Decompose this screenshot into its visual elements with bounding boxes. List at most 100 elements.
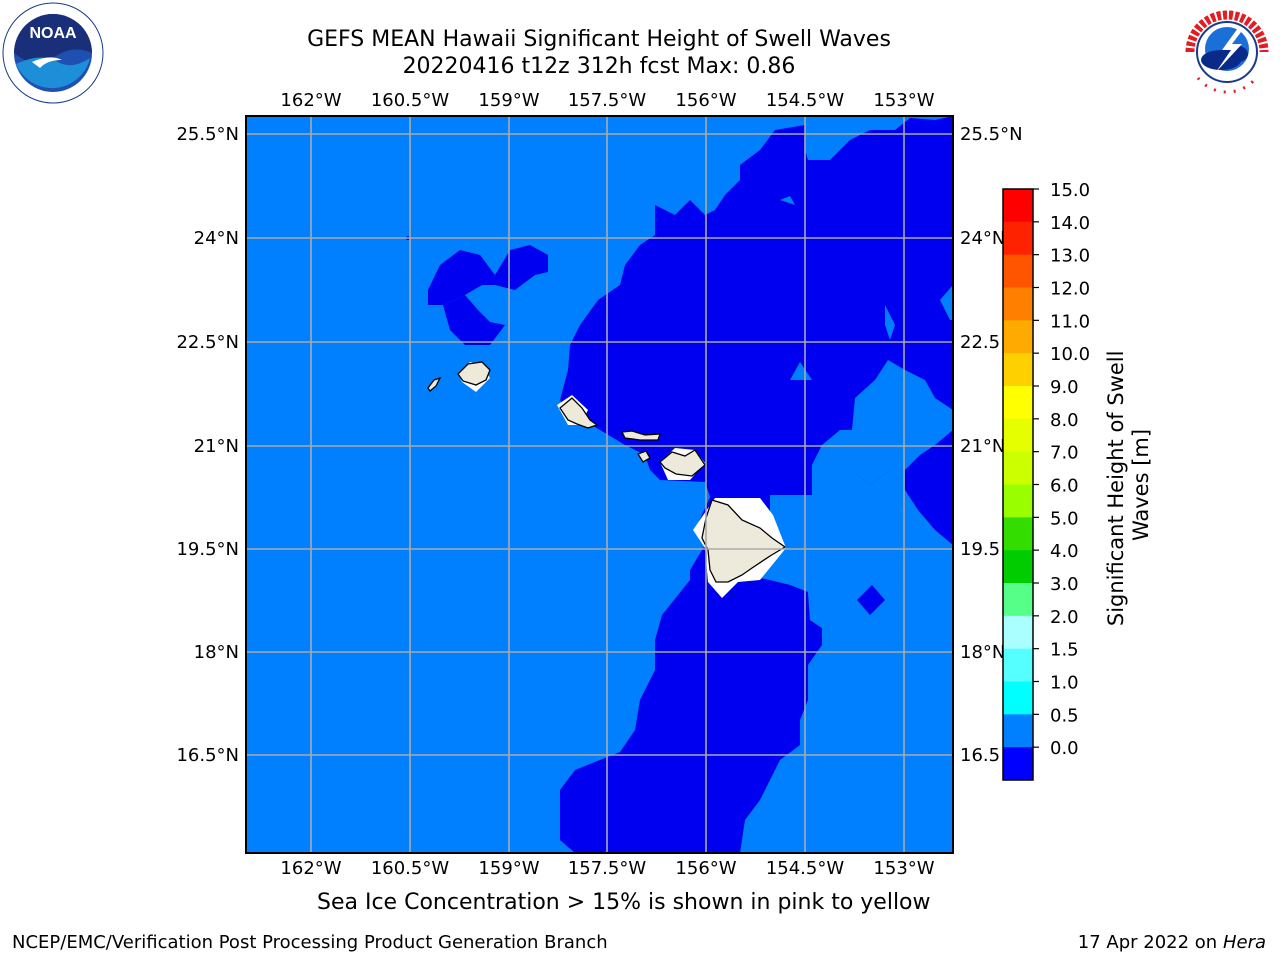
colorbar-tick-label: 8.0 (1050, 410, 1079, 431)
lanai-island (637, 450, 651, 463)
swell-pocket-4 (790, 362, 812, 380)
lon-label: 156°W (675, 858, 736, 879)
lat-label: 16.5 (960, 745, 1000, 766)
colorbar-tick-label: 0.5 (1050, 705, 1079, 726)
lon-label: 156°W (675, 90, 736, 111)
colorbar-ticks: 15.0 14.0 13.0 12.0 11.0 10.0 9.0 8.0 7.0 6.0 5.0 4… (1050, 180, 1090, 759)
colorbar-segment (1003, 681, 1033, 715)
colorbar-tick-label: 4.0 (1050, 541, 1079, 562)
colorbar (1002, 188, 1039, 781)
map-gridlines (246, 116, 953, 853)
colorbar-tick-label: 6.0 (1050, 476, 1079, 497)
nws-logo (1179, 4, 1275, 100)
lat-label: 21°N (960, 436, 1005, 457)
swell-low-patch-east (857, 585, 885, 615)
lat-labels-right: 25.5°N 24°N 22.5 21°N 19.5 18°N 16.5 (960, 124, 1023, 766)
lon-label: 154.5°W (766, 90, 845, 111)
lat-label: 18°N (960, 642, 1005, 663)
lon-label: 157.5°W (568, 858, 647, 879)
colorbar-title-line2: Waves [m] (1129, 429, 1153, 541)
lon-label: 159°W (478, 90, 539, 111)
colorbar-segment (1003, 484, 1033, 518)
date-label: 17 Apr 2022 on (1077, 932, 1223, 953)
colorbar-tick-label: 0.0 (1050, 738, 1079, 759)
colorbar-segment (1003, 287, 1033, 321)
lon-label: 157.5°W (568, 90, 647, 111)
swell-pocket-3 (852, 360, 953, 485)
lon-label: 153°W (873, 90, 934, 111)
lat-label: 22.5°N (176, 332, 239, 353)
kauai-island (457, 361, 491, 386)
lat-label: 22.5 (960, 332, 1000, 353)
lon-label: 160.5°W (371, 90, 450, 111)
lat-label: 19.5°N (176, 539, 239, 560)
colorbar-segment (1003, 386, 1033, 420)
swell-pocket-1 (885, 305, 895, 340)
colorbar-segment (1003, 615, 1033, 650)
lon-label: 162°W (280, 90, 341, 111)
colorbar-tick-label: 10.0 (1050, 344, 1090, 365)
swell-low-patch-north (428, 245, 548, 305)
colorbar-segment (1003, 353, 1033, 387)
colorbar-tick-label: 7.0 (1050, 443, 1079, 464)
colorbar-segment (1003, 451, 1033, 485)
colorbar-tick-label: 9.0 (1050, 377, 1079, 398)
lat-label: 16.5°N (176, 745, 239, 766)
maui-island (659, 449, 706, 477)
colorbar-tick-label: 1.5 (1050, 640, 1079, 661)
lat-label: 19.5 (960, 539, 1000, 560)
swell-pocket-5 (780, 196, 795, 205)
swell-low-region (560, 116, 953, 853)
lat-label: 21°N (194, 436, 239, 457)
lon-label: 160.5°W (371, 858, 450, 879)
colorbar-segment (1003, 418, 1033, 453)
lon-label: 162°W (280, 858, 341, 879)
colorbar-segment (1003, 583, 1033, 617)
noaa-logo-text: NOAA (29, 25, 77, 42)
colorbar-segment (1003, 550, 1033, 584)
swell-pocket-2 (940, 285, 953, 320)
lat-label: 24°N (194, 228, 239, 249)
oahu-island (559, 397, 599, 429)
colorbar-tick-label: 15.0 (1050, 180, 1090, 201)
swell-pocket-6 (872, 532, 885, 546)
lon-labels-bottom: 162°W 160.5°W 159°W 157.5°W 156°W 154.5°… (280, 858, 934, 879)
colorbar-segment (1003, 747, 1033, 781)
colorbar-tick-label: 13.0 (1050, 246, 1090, 267)
colorbar-tick-label: 14.0 (1050, 213, 1090, 234)
colorbar-segment (1003, 517, 1033, 551)
colorbar-segment (1003, 221, 1033, 256)
map-plot-area (246, 116, 953, 853)
date-text: 17 Apr 2022 on Hera (1078, 932, 1266, 953)
colorbar-tick-label: 2.0 (1050, 607, 1079, 628)
lon-labels-top: 162°W 160.5°W 159°W 157.5°W 156°W 154.5°… (280, 90, 934, 111)
sea-ice-caption: Sea Ice Concentration > 15% is shown in … (317, 890, 931, 915)
colorbar-tick-label: 12.0 (1050, 279, 1090, 300)
map-frame (245, 115, 954, 854)
lat-label: 24°N (960, 228, 1005, 249)
lon-label: 154.5°W (766, 858, 845, 879)
colorbar-tick-label: 5.0 (1050, 508, 1079, 529)
colorbar-segment (1003, 648, 1033, 682)
lon-label: 153°W (873, 858, 934, 879)
lat-label: 25.5°N (176, 124, 239, 145)
big-island (701, 499, 787, 583)
colorbar-segment (1003, 320, 1033, 354)
machine-name: Hera (1222, 932, 1266, 953)
colorbar-segment (1003, 714, 1033, 748)
colorbar-tick-label: 11.0 (1050, 311, 1090, 332)
colorbar-segment (1003, 254, 1033, 288)
lat-label: 18°N (194, 642, 239, 663)
map-title: GEFS MEAN Hawaii Significant Height of S… (307, 27, 891, 52)
niihau-island (427, 376, 442, 392)
lat-label: 25.5°N (960, 124, 1023, 145)
lat-labels-left: 25.5°N 24°N 22.5°N 21°N 19.5°N 18°N 16.5… (176, 124, 239, 766)
swell-low-patch-kauai (443, 295, 505, 345)
colorbar-title-line1: Significant Height of Swell (1104, 351, 1128, 627)
swell-pocket-7 (808, 578, 870, 628)
colorbar-tick-label: 1.0 (1050, 673, 1079, 694)
map-subtitle: 20220416 t12z 312h fcst Max: 0.86 (402, 54, 796, 79)
molokai-island (620, 430, 661, 441)
colorbar-tick-label: 3.0 (1050, 574, 1079, 595)
